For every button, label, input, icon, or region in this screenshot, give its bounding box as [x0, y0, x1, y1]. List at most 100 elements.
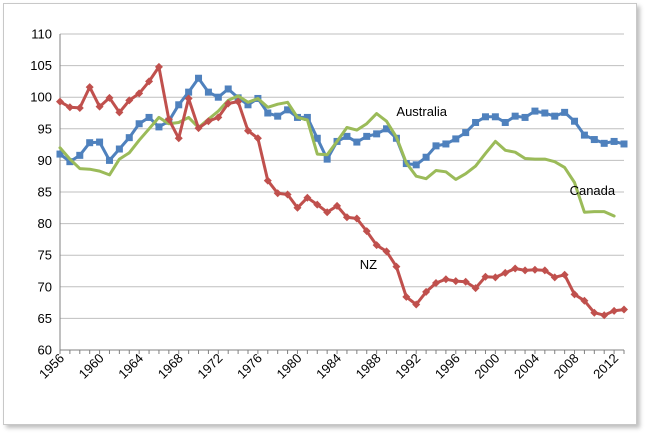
- data-point-australia: [551, 112, 559, 120]
- axes: [59, 34, 625, 354]
- data-point-australia: [373, 130, 381, 138]
- data-point-australia: [442, 140, 450, 148]
- y-tick-label: 100: [30, 90, 52, 105]
- data-point-nz: [342, 213, 351, 222]
- data-point-australia: [284, 106, 292, 114]
- data-point-australia: [531, 107, 539, 115]
- y-tick-label: 60: [38, 343, 52, 358]
- y-tick-label: 70: [38, 279, 52, 294]
- data-point-nz: [560, 270, 569, 279]
- data-point-australia: [185, 88, 193, 96]
- data-point-nz: [244, 126, 252, 135]
- data-point-nz: [194, 124, 203, 133]
- y-tick-label: 95: [38, 121, 52, 136]
- data-point-nz: [620, 305, 628, 314]
- data-point-nz: [303, 193, 312, 202]
- y-tick-label: 90: [38, 153, 52, 168]
- data-point-australia: [145, 113, 153, 121]
- data-point-nz: [224, 99, 233, 108]
- data-point-nz: [501, 268, 510, 277]
- data-point-australia: [383, 125, 391, 133]
- data-point-australia: [274, 112, 282, 120]
- data-point-nz: [214, 113, 223, 122]
- data-point-nz: [402, 292, 411, 301]
- data-point-australia: [491, 113, 499, 121]
- y-tick-label: 75: [38, 248, 52, 263]
- y-tick-label: 105: [30, 58, 52, 73]
- data-point-nz: [491, 273, 500, 282]
- data-point-australia: [353, 138, 361, 146]
- data-point-australia: [521, 113, 529, 121]
- data-point-australia: [580, 131, 588, 139]
- data-point-australia: [571, 117, 579, 125]
- data-point-nz: [441, 275, 450, 284]
- data-point-australia: [561, 108, 569, 116]
- y-tick-label: 85: [38, 185, 52, 200]
- data-point-australia: [541, 109, 549, 117]
- data-point-nz: [580, 296, 589, 305]
- data-point-nz: [540, 266, 549, 275]
- x-tick-label: 1984: [313, 351, 344, 382]
- x-tick-label: 1980: [274, 351, 305, 382]
- y-tick-label: 110: [31, 27, 52, 42]
- data-point-nz: [164, 115, 173, 124]
- data-point-nz: [204, 117, 213, 126]
- data-point-australia: [224, 85, 232, 93]
- data-point-nz: [372, 241, 381, 250]
- series-label-australia: Australia: [396, 104, 447, 119]
- data-point-australia: [56, 150, 64, 158]
- data-point-australia: [264, 109, 272, 117]
- data-point-nz: [234, 97, 243, 106]
- x-tick-label: 1996: [432, 351, 463, 382]
- data-point-australia: [620, 140, 628, 148]
- data-point-australia: [76, 151, 84, 159]
- data-point-australia: [244, 101, 252, 109]
- series-line-australia: [58, 76, 626, 167]
- data-point-nz: [65, 103, 74, 112]
- data-point-nz: [115, 108, 124, 117]
- data-point-australia: [175, 101, 183, 109]
- data-point-nz: [530, 265, 539, 274]
- data-point-australia: [115, 145, 123, 153]
- data-point-australia: [472, 118, 480, 126]
- data-point-nz: [422, 287, 431, 296]
- data-point-nz: [174, 134, 183, 143]
- data-point-australia: [462, 129, 470, 137]
- data-point-nz: [362, 227, 371, 236]
- data-point-nz: [521, 266, 530, 275]
- data-point-australia: [452, 135, 460, 143]
- chart-frame: 60 65 70 75 80 85 90 95 100 105 110 1956 1960 1964 19…: [3, 3, 637, 425]
- x-tick-label: 2000: [471, 351, 502, 382]
- data-point-nz: [600, 311, 609, 320]
- y-axis-tick-labels: 60 65 70 75 80 85 90 95 100 105 110: [30, 27, 52, 358]
- data-point-nz: [610, 306, 619, 315]
- data-point-nz: [135, 89, 144, 98]
- series-labels: Australia Canada NZ: [360, 104, 616, 272]
- x-tick-label: 1964: [115, 351, 146, 382]
- x-tick-label: 1988: [353, 351, 384, 382]
- data-point-nz: [432, 279, 440, 288]
- data-point-nz: [550, 273, 559, 282]
- x-tick-label: 1968: [155, 351, 186, 382]
- data-point-australia: [155, 123, 163, 131]
- data-point-nz: [263, 176, 272, 185]
- data-point-australia: [412, 161, 420, 169]
- data-point-nz: [461, 277, 470, 286]
- x-tick-label: 2012: [590, 351, 621, 382]
- series-group: [56, 62, 628, 320]
- data-point-nz: [184, 94, 193, 103]
- data-point-nz: [382, 247, 391, 256]
- data-point-australia: [66, 158, 74, 166]
- x-tick-label: 1972: [194, 351, 225, 382]
- data-point-nz: [95, 102, 104, 111]
- x-tick-label: 1976: [234, 351, 265, 382]
- data-point-australia: [214, 93, 222, 101]
- data-point-australia: [343, 132, 351, 140]
- y-tick-label: 80: [38, 216, 52, 231]
- data-point-australia: [135, 120, 143, 128]
- data-point-australia: [323, 155, 331, 163]
- data-point-nz: [283, 190, 292, 199]
- data-point-australia: [501, 118, 509, 126]
- data-point-nz: [570, 290, 579, 299]
